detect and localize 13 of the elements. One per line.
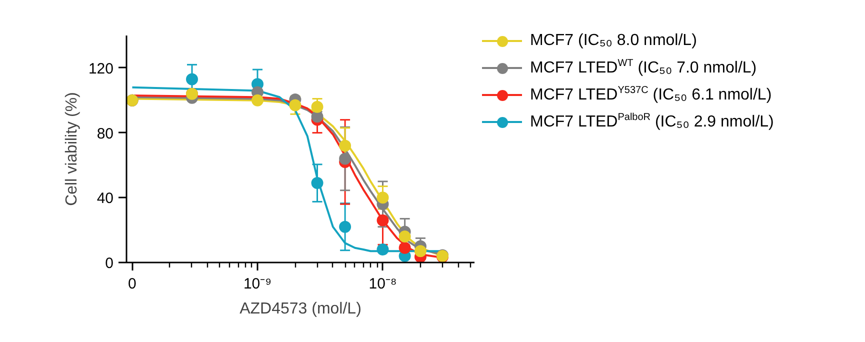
y-tick-label: 120 xyxy=(88,60,114,78)
x-tick-label: 0 xyxy=(128,276,136,292)
y-tick-label: 0 xyxy=(105,255,114,272)
legend-label: MCF7 LTED$^{Y537C}$ (IC₅₀ 6.1 nmol/L) xyxy=(530,84,772,106)
legend-label: MCF7 LTED$^{WT}$ (IC₅₀ 7.0 nmol/L) xyxy=(530,56,757,78)
x-axis-title: AZD4573 (mol/L) xyxy=(240,300,362,318)
y-tick-label: 40 xyxy=(96,190,114,208)
legend-label: MCF7 (IC₅₀ 8.0 nmol/L) xyxy=(530,31,697,52)
y-tick-label: 80 xyxy=(96,125,114,142)
legend-label: MCF7 LTED$^{PalboR}$ (IC₅₀ 2.9 nmol/L) xyxy=(530,110,774,132)
x-tick-label: 10⁻⁹ xyxy=(243,276,272,292)
x-tick-label: 10⁻⁸ xyxy=(368,276,397,292)
y-axis-title: Cell viability (%) xyxy=(63,92,80,206)
